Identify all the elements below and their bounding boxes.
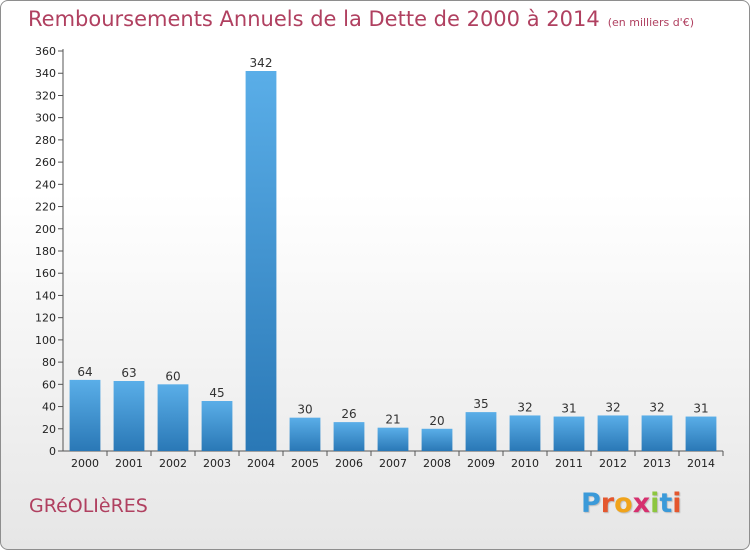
y-tick-label: 320 [35, 89, 56, 102]
chart-title: Remboursements Annuels de la Dette de 20… [28, 7, 694, 31]
data-label: 21 [385, 413, 400, 427]
data-label: 342 [250, 56, 273, 70]
chart-unit: (en milliers d'€) [607, 16, 694, 29]
data-label: 45 [209, 386, 224, 400]
bar [201, 401, 233, 451]
y-tick-label: 220 [35, 201, 56, 214]
logo-letter: i [672, 488, 682, 519]
y-tick-label: 200 [35, 223, 56, 236]
x-tick-label: 2014 [687, 457, 715, 470]
bar [553, 416, 585, 451]
x-tick-label: 2000 [71, 457, 99, 470]
data-label: 63 [121, 366, 136, 380]
bar [245, 71, 277, 451]
y-tick-label: 180 [35, 245, 56, 258]
data-label: 20 [429, 414, 444, 428]
x-tick-label: 2002 [159, 457, 187, 470]
y-tick-label: 360 [35, 45, 56, 58]
y-tick-label: 20 [42, 423, 56, 436]
y-tick-label: 60 [42, 378, 56, 391]
data-label: 35 [473, 397, 488, 411]
logo-letter: o [614, 488, 633, 519]
data-label: 26 [341, 407, 356, 421]
data-label: 32 [649, 400, 664, 414]
proxiti-logo[interactable]: Proxiti [581, 488, 682, 519]
logo-letter: P [581, 488, 601, 519]
bar [685, 416, 717, 451]
x-tick-label: 2007 [379, 457, 407, 470]
logo-letter: i [650, 488, 660, 519]
y-tick-label: 80 [42, 356, 56, 369]
x-tick-label: 2003 [203, 457, 231, 470]
bar [377, 427, 409, 451]
x-tick-label: 2013 [643, 457, 671, 470]
bar [289, 417, 321, 451]
data-label: 32 [517, 400, 532, 414]
x-tick-label: 2006 [335, 457, 363, 470]
y-tick-label: 100 [35, 334, 56, 347]
bar [421, 428, 453, 451]
bar [641, 415, 673, 451]
bar [333, 422, 365, 451]
y-tick-label: 120 [35, 312, 56, 325]
y-tick-label: 160 [35, 267, 56, 280]
x-tick-label: 2009 [467, 457, 495, 470]
y-tick-label: 300 [35, 112, 56, 125]
data-label: 60 [165, 369, 180, 383]
y-tick-label: 340 [35, 67, 56, 80]
bar [69, 379, 101, 451]
x-tick-label: 2004 [247, 457, 275, 470]
logo-letter: x [632, 488, 651, 519]
y-tick-label: 0 [49, 445, 56, 458]
y-tick-label: 140 [35, 289, 56, 302]
logo-letter: r [600, 488, 615, 519]
data-label: 31 [561, 402, 576, 416]
y-tick-label: 40 [42, 401, 56, 414]
x-tick-label: 2005 [291, 457, 319, 470]
bar [597, 415, 629, 451]
x-tick-label: 2010 [511, 457, 539, 470]
chart-title-text: Remboursements Annuels de la Dette de 20… [28, 7, 600, 31]
bar [509, 415, 541, 451]
y-tick-label: 240 [35, 178, 56, 191]
data-label: 31 [693, 402, 708, 416]
data-label: 64 [77, 365, 92, 379]
bar [157, 384, 189, 451]
commune-name: GRéOLIèRES [29, 495, 148, 517]
y-tick-label: 280 [35, 134, 56, 147]
y-tick-label: 260 [35, 156, 56, 169]
data-label: 32 [605, 400, 620, 414]
data-label: 30 [297, 403, 312, 417]
logo-letter: t [659, 488, 673, 519]
x-tick-label: 2008 [423, 457, 451, 470]
bar [113, 381, 145, 451]
bar [465, 412, 497, 451]
x-tick-label: 2012 [599, 457, 627, 470]
x-tick-label: 2001 [115, 457, 143, 470]
x-tick-label: 2011 [555, 457, 583, 470]
